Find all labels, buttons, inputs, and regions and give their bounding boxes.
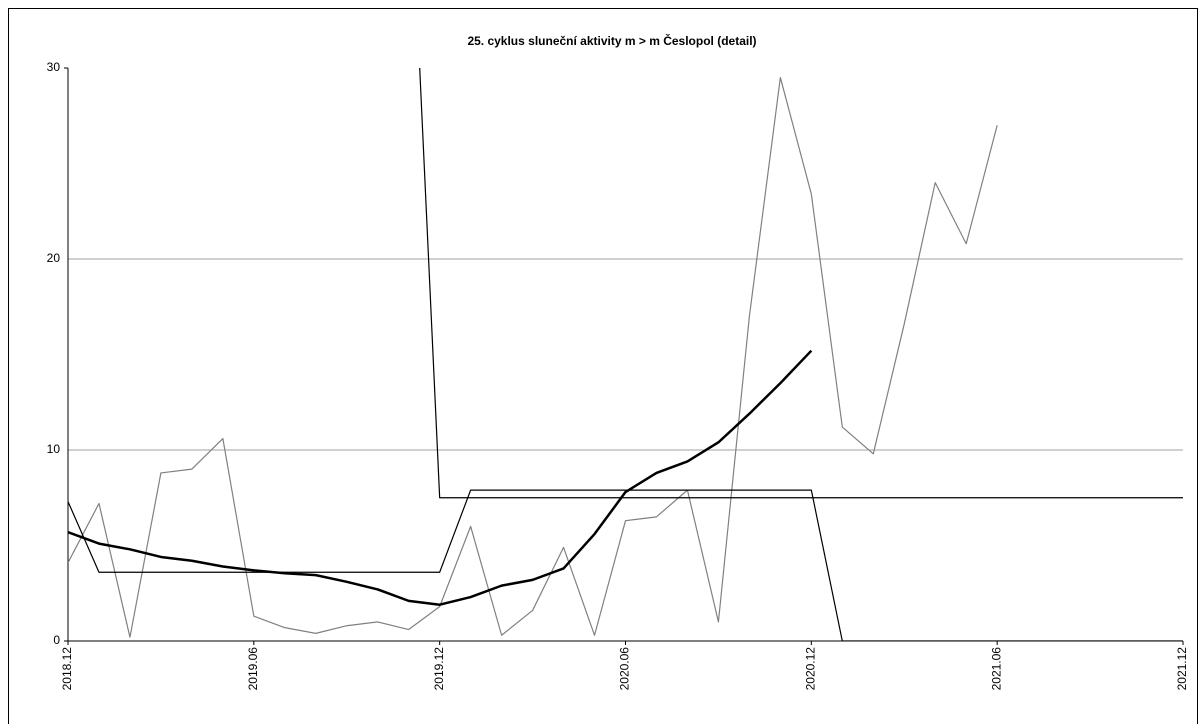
series-line — [419, 68, 1183, 499]
series-line — [68, 489, 1183, 641]
x-tick-label: 2018.12 — [60, 647, 74, 691]
series-line — [68, 349, 813, 606]
x-tick-label: 2020.12 — [804, 647, 818, 691]
chart-title: 25. cyklus sluneční aktivity m > m Česlo… — [467, 33, 756, 48]
y-tick-label: 0 — [53, 633, 60, 647]
x-tick-label: 2020.06 — [618, 647, 632, 691]
y-tick-label: 20 — [47, 251, 61, 265]
chart-frame — [8, 8, 1198, 724]
x-tick-label: 2019.12 — [432, 647, 446, 691]
x-tick-label: 2019.06 — [246, 647, 260, 691]
series-line — [68, 76, 998, 638]
plot-area — [68, 68, 1183, 641]
x-tick-label: 2021.12 — [1175, 647, 1189, 691]
y-tick-label: 30 — [47, 60, 61, 74]
x-tick-label: 2021.06 — [989, 647, 1003, 691]
y-tick-label: 10 — [47, 442, 61, 456]
